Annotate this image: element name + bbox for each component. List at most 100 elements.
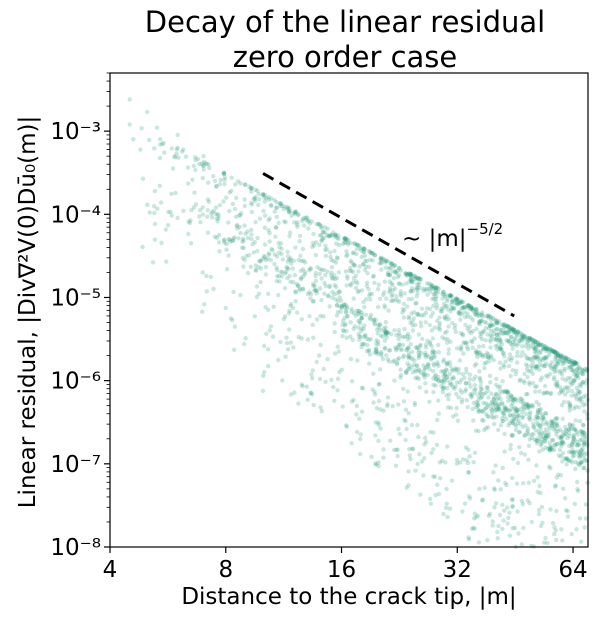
scatter-point bbox=[410, 296, 415, 302]
scatter-point bbox=[456, 297, 461, 302]
scatter-point bbox=[583, 381, 588, 386]
scatter-point bbox=[489, 399, 494, 404]
scatter-point bbox=[241, 238, 246, 243]
scatter-point bbox=[527, 415, 532, 420]
scatter-point bbox=[525, 403, 530, 408]
scatter-point bbox=[569, 382, 574, 387]
scatter-point bbox=[523, 423, 528, 428]
scatter-point bbox=[262, 253, 267, 259]
scatter-point bbox=[472, 516, 477, 521]
scatter-point bbox=[419, 306, 425, 311]
scatter-point bbox=[488, 321, 494, 327]
scatter-point bbox=[383, 265, 389, 270]
scatter-point bbox=[375, 351, 380, 357]
scatter-point bbox=[457, 358, 463, 363]
scatter-point bbox=[440, 386, 445, 392]
scatter-point bbox=[549, 418, 554, 424]
scatter-point bbox=[361, 249, 366, 254]
scatter-point bbox=[565, 376, 571, 381]
scatter-point bbox=[427, 322, 432, 328]
scatter-point bbox=[571, 422, 576, 428]
scatter-point bbox=[222, 177, 227, 183]
scatter-point bbox=[544, 356, 549, 361]
scatter-point bbox=[472, 387, 477, 393]
scatter-point bbox=[159, 240, 164, 246]
scatter-point bbox=[548, 420, 554, 425]
scatter-point bbox=[527, 356, 532, 362]
scatter-point bbox=[510, 504, 515, 509]
scatter-point bbox=[417, 280, 422, 285]
scatter-point bbox=[574, 367, 579, 372]
scatter-point bbox=[367, 361, 372, 366]
scatter-point bbox=[371, 251, 376, 256]
scatter-point bbox=[508, 373, 513, 379]
scatter-point bbox=[205, 214, 210, 219]
scatter-point bbox=[542, 344, 547, 350]
scatter-point bbox=[348, 258, 353, 264]
scatter-point bbox=[500, 402, 505, 407]
scatter-point bbox=[389, 261, 394, 267]
scatter-point bbox=[329, 232, 335, 238]
scatter-point bbox=[397, 299, 402, 304]
scatter-point bbox=[379, 353, 384, 358]
scatter-point bbox=[513, 372, 518, 377]
scatter-point bbox=[216, 232, 222, 238]
scatter-point bbox=[480, 354, 486, 359]
scatter-point bbox=[374, 349, 379, 355]
scatter-point bbox=[363, 334, 368, 339]
scatter-point bbox=[479, 318, 484, 324]
scatter-point bbox=[549, 348, 554, 353]
scatter-point bbox=[552, 442, 557, 447]
scatter-point bbox=[145, 109, 150, 115]
scatter-point bbox=[534, 366, 539, 371]
scatter-point bbox=[518, 399, 524, 405]
scatter-point bbox=[496, 478, 501, 483]
scatter-point bbox=[443, 505, 449, 511]
scatter-point bbox=[415, 312, 420, 317]
scatter-point bbox=[567, 359, 572, 365]
scatter-point bbox=[535, 439, 540, 444]
scatter-point bbox=[530, 340, 536, 345]
scatter-point bbox=[467, 372, 473, 377]
scatter-point bbox=[361, 250, 366, 255]
scatter-point bbox=[573, 360, 578, 366]
scatter-point bbox=[211, 208, 217, 214]
scatter-point bbox=[429, 283, 434, 289]
scatter-point bbox=[193, 157, 198, 163]
scatter-point bbox=[535, 415, 541, 420]
scatter-point bbox=[509, 418, 514, 423]
scatter-point bbox=[488, 323, 493, 328]
scatter-point bbox=[491, 328, 496, 333]
scatter-point bbox=[320, 229, 325, 234]
scatter-point bbox=[421, 363, 426, 368]
scatter-point bbox=[535, 343, 540, 348]
scatter-point bbox=[558, 354, 564, 359]
scatter-point bbox=[444, 393, 449, 398]
scatter-point bbox=[324, 247, 330, 252]
scatter-point bbox=[396, 273, 402, 278]
scatter-point bbox=[344, 335, 349, 340]
scatter-point bbox=[581, 465, 586, 471]
scatter-point bbox=[166, 209, 171, 215]
scatter-point bbox=[234, 195, 239, 201]
scatter-point bbox=[492, 337, 497, 342]
scatter-point bbox=[407, 335, 412, 340]
scatter-point bbox=[239, 211, 244, 216]
scatter-point bbox=[302, 270, 308, 275]
scatter-point bbox=[406, 411, 411, 416]
scatter-point bbox=[227, 208, 232, 214]
scatter-point bbox=[367, 352, 373, 357]
scatter-point bbox=[512, 342, 518, 347]
scatter-point bbox=[538, 349, 543, 354]
scatter-point bbox=[516, 430, 522, 435]
scatter-point bbox=[505, 324, 511, 329]
scatter-point bbox=[399, 347, 404, 353]
scatter-point bbox=[163, 227, 169, 232]
scatter-point bbox=[479, 394, 485, 399]
scatter-point bbox=[307, 314, 312, 319]
scatter-point bbox=[415, 276, 420, 281]
scatter-point bbox=[253, 267, 258, 272]
scatter-point bbox=[345, 242, 351, 247]
scatter-point bbox=[200, 270, 205, 275]
scatter-point bbox=[288, 392, 294, 397]
